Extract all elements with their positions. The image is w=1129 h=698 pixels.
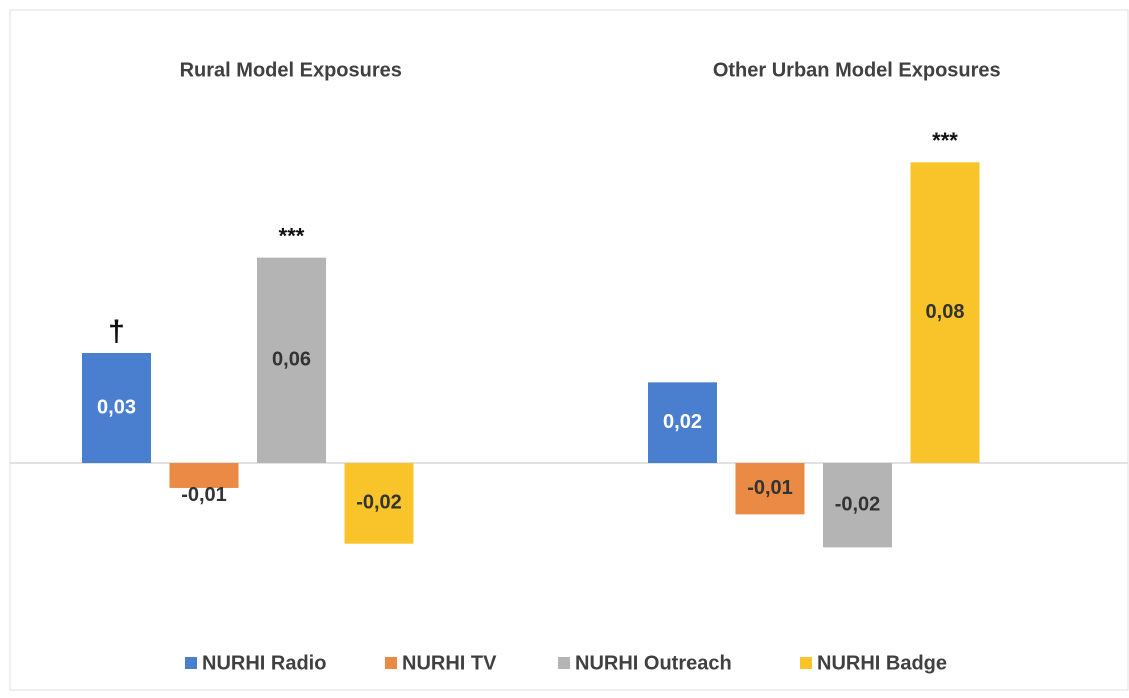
value-label: 0,06	[272, 349, 311, 371]
value-label: -0,01	[181, 484, 227, 506]
value-label: 0,08	[926, 301, 965, 323]
bar	[823, 463, 892, 548]
value-label: -0,01	[747, 477, 793, 499]
bar	[82, 353, 151, 464]
legend-label: NURHI TV	[402, 652, 497, 674]
value-label: 0,03	[97, 396, 136, 418]
significance-annotation: †	[108, 315, 125, 348]
bar	[648, 382, 717, 464]
significance-annotation: ***	[932, 128, 958, 153]
legend-swatch	[800, 657, 812, 669]
value-label: -0,02	[356, 492, 402, 514]
legend-label: NURHI Outreach	[575, 652, 732, 674]
bar	[344, 463, 414, 544]
bar	[910, 162, 980, 464]
legend-label: NURHI Badge	[817, 652, 947, 674]
legend-swatch	[558, 657, 570, 669]
bar	[735, 463, 805, 515]
value-label: 0,02	[663, 411, 702, 433]
bar	[257, 257, 326, 464]
value-label: -0,02	[835, 493, 881, 515]
legend-swatch	[185, 657, 197, 669]
significance-annotation: ***	[279, 223, 305, 248]
group-title: Rural Model Exposures	[180, 59, 402, 81]
bar	[169, 463, 239, 488]
legend-label: NURHI Radio	[202, 652, 326, 674]
group-title: Other Urban Model Exposures	[713, 59, 1001, 81]
legend-swatch	[385, 657, 397, 669]
